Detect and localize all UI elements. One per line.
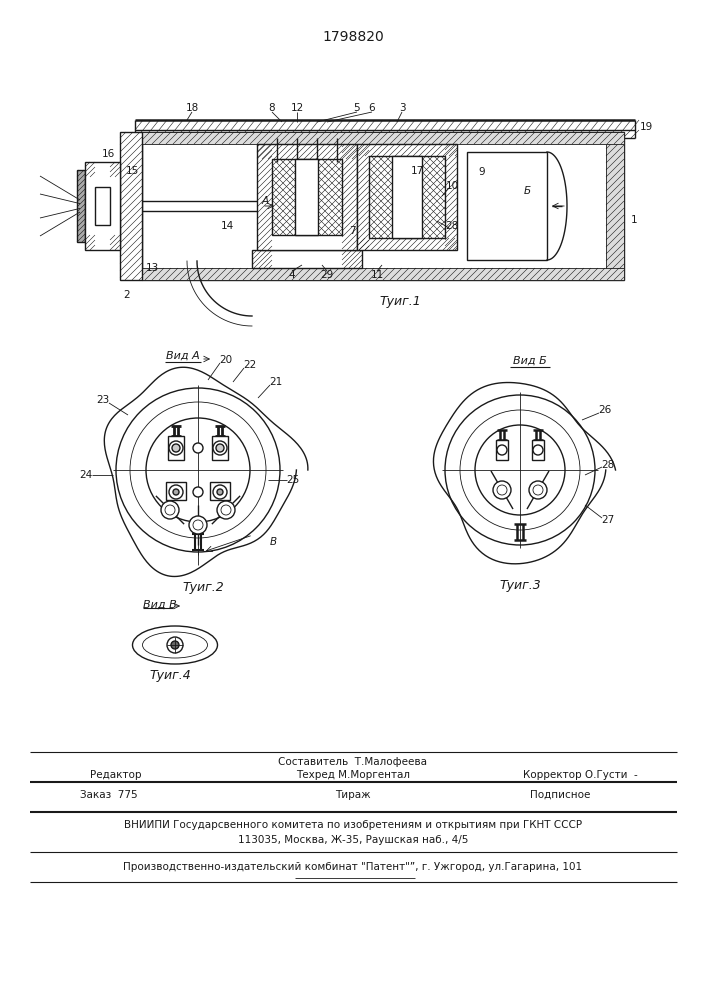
Text: 4: 4 (288, 270, 296, 280)
Bar (166, 482, 186, 500)
Circle shape (173, 489, 179, 495)
Circle shape (217, 489, 223, 495)
Circle shape (221, 505, 231, 515)
Text: ВНИИПИ Государсвенного комитета по изобретениям и открытиям при ГКНТ СССР: ВНИИПИ Государсвенного комитета по изобр… (124, 820, 582, 830)
Circle shape (167, 637, 183, 653)
Circle shape (533, 485, 543, 495)
Text: 26: 26 (598, 405, 612, 415)
Bar (357, 144, 457, 250)
Text: 11: 11 (370, 270, 384, 280)
Text: Τуиг.3: Τуиг.3 (499, 578, 541, 591)
Text: 2: 2 (124, 290, 130, 300)
Text: 6: 6 (368, 103, 375, 113)
Circle shape (493, 481, 511, 499)
Bar (252, 250, 362, 268)
Bar (142, 132, 624, 144)
Text: 28: 28 (602, 460, 614, 470)
Bar (496, 440, 508, 460)
Text: 28: 28 (445, 221, 459, 231)
Text: 16: 16 (101, 149, 115, 159)
Bar (77, 170, 85, 242)
Text: 13: 13 (146, 263, 158, 273)
Text: 23: 23 (96, 395, 110, 405)
Text: Техред М.Моргентал: Техред М.Моргентал (296, 770, 410, 780)
Text: 19: 19 (640, 122, 653, 132)
Bar (257, 144, 357, 250)
Text: B: B (269, 537, 276, 547)
Text: 20: 20 (219, 355, 233, 365)
Text: 1: 1 (631, 215, 637, 225)
Circle shape (172, 444, 180, 452)
Circle shape (165, 505, 175, 515)
Circle shape (193, 487, 203, 497)
Text: 7: 7 (349, 226, 356, 236)
Circle shape (213, 441, 227, 455)
Bar (212, 436, 228, 460)
Text: A: A (262, 196, 269, 206)
Text: Б: Б (523, 186, 530, 196)
Text: Корректор О.Густи  -: Корректор О.Густи - (522, 770, 638, 780)
Circle shape (533, 445, 543, 455)
Circle shape (189, 516, 207, 534)
Circle shape (213, 485, 227, 499)
Bar (168, 436, 184, 460)
Text: 3: 3 (399, 103, 405, 113)
Circle shape (529, 481, 547, 499)
Text: Τуиг.2: Τуиг.2 (182, 582, 224, 594)
Circle shape (193, 443, 203, 453)
Text: 14: 14 (221, 221, 233, 231)
Bar (532, 440, 544, 460)
Circle shape (169, 441, 183, 455)
Text: 18: 18 (185, 103, 199, 113)
Text: Подписное: Подписное (530, 790, 590, 800)
Text: 15: 15 (125, 166, 139, 176)
Bar (142, 268, 624, 280)
Circle shape (193, 520, 203, 530)
Text: 29: 29 (320, 270, 334, 280)
Text: 10: 10 (445, 181, 459, 191)
Bar (142, 132, 624, 280)
Circle shape (216, 444, 224, 452)
Bar (369, 156, 445, 238)
Circle shape (171, 641, 179, 649)
Circle shape (497, 445, 507, 455)
Circle shape (217, 501, 235, 519)
Text: 17: 17 (410, 166, 423, 176)
Text: Составитель  Т.Малофеева: Составитель Т.Малофеева (279, 757, 428, 767)
Circle shape (161, 501, 179, 519)
Text: Вид В: Вид В (143, 600, 177, 610)
Circle shape (169, 485, 183, 499)
Bar (210, 482, 230, 500)
Bar (85, 162, 120, 250)
Text: 22: 22 (243, 360, 257, 370)
Bar (95, 187, 110, 225)
Text: Вид A: Вид A (166, 351, 200, 361)
Text: 25: 25 (286, 475, 300, 485)
Text: Τуиг.4: Τуиг.4 (149, 668, 191, 682)
Text: 12: 12 (291, 103, 303, 113)
Bar (606, 132, 624, 280)
Text: 5: 5 (354, 103, 361, 113)
Bar (295, 159, 318, 235)
Bar (467, 152, 547, 260)
Text: Вид Б: Вид Б (513, 356, 547, 366)
Text: Τуиг.1: Τуиг.1 (379, 296, 421, 308)
Text: 1798820: 1798820 (322, 30, 384, 44)
Text: 24: 24 (79, 470, 93, 480)
Bar (120, 132, 142, 280)
Text: 8: 8 (269, 103, 275, 113)
Bar (392, 156, 422, 238)
Text: 113035, Москва, Ж-35, Раушская наб., 4/5: 113035, Москва, Ж-35, Раушская наб., 4/5 (238, 835, 468, 845)
Text: Производственно-издательский комбинат "Патент"”, г. Ужгород, ул.Гагарина, 101: Производственно-издательский комбинат "П… (124, 862, 583, 872)
Text: 9: 9 (479, 167, 485, 177)
Bar (272, 159, 342, 235)
Text: 27: 27 (602, 515, 614, 525)
Text: Тираж: Тираж (335, 790, 370, 800)
Text: Заказ  775: Заказ 775 (80, 790, 138, 800)
Text: 21: 21 (269, 377, 283, 387)
Text: Редактор: Редактор (90, 770, 141, 780)
Circle shape (497, 485, 507, 495)
